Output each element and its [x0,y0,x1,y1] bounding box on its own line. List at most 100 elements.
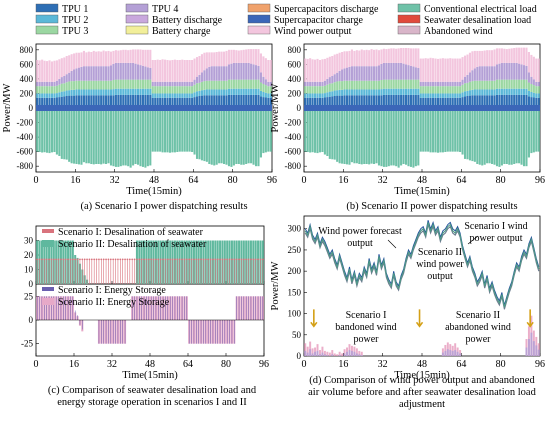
legend-swatch [247,25,271,35]
bar-segment [397,48,400,63]
bar-segment [513,48,516,63]
bar-segment [493,80,496,90]
bar-segment [449,97,452,108]
bar-segment [503,79,506,89]
bar-segment [432,93,435,98]
bar-segment [55,97,58,108]
load-bar [127,108,130,167]
bar-segment [353,80,356,90]
bar-segment [80,95,83,108]
bar-segment [213,95,216,108]
bar-segment [537,81,540,87]
desalination-point-s1 [216,258,219,261]
bar-segment [476,89,479,96]
desalination-point-s1 [131,258,134,261]
bar-segment [348,89,351,96]
bar-segment [446,58,449,82]
bar-segment [50,86,54,94]
bar-segment [505,94,508,108]
bar-segment [259,53,262,73]
load-bar [245,108,248,164]
legend-label: Scenario I: Desalination of seawater [58,227,204,238]
bar-segment [75,80,78,90]
bar-segment [333,96,336,108]
bar-segment [154,97,157,108]
load-bar [188,108,191,152]
bar-segment [181,93,184,98]
bar-segment [355,80,358,90]
bar-segment [85,52,88,67]
bar-segment [200,54,203,73]
bar-segment [36,60,39,82]
bar-segment [107,50,110,67]
bar-segment [149,49,152,68]
bar-segment [419,97,422,108]
bar-segment [46,86,49,94]
desalination-point-s1 [245,258,248,261]
y-tick-label: -400 [285,132,302,142]
bar-segment [341,81,344,90]
desalination-point-s1 [197,258,200,261]
load-bar [139,108,142,167]
zero-band [304,105,540,111]
bar-segment [341,52,344,70]
bar-segment [488,80,491,90]
bar-segment [257,88,260,95]
bar-segment [191,86,194,94]
desalination-point-s1 [209,258,212,261]
bar-segment [227,64,231,80]
bar-segment [336,53,339,73]
load-bar [461,108,464,155]
bar-segment [267,93,270,98]
bar-segment [404,94,408,108]
bar-segment [449,81,452,87]
load-bar [46,108,49,153]
desalination-point-s1 [76,258,79,261]
bar-segment [483,95,486,108]
bar-segment [139,49,142,66]
bar-segment [434,93,437,98]
legend-label: TPU 4 [152,4,178,15]
bar-segment [188,60,191,82]
bar-segment [503,62,506,80]
bar-segment [446,81,449,87]
bar-segment [306,86,309,94]
wind-series-line [304,224,540,310]
desalination-point-s1 [86,258,88,261]
abandoned-wind-bar [441,352,444,356]
legend-label: Battery discharge [152,15,223,26]
bar-segment [161,86,164,94]
bar-segment [124,49,127,63]
bar-segment [95,89,98,96]
bar-segment [493,49,496,67]
bar-segment [107,95,110,108]
desalination-point-s1 [188,258,191,261]
bar-segment [345,67,349,81]
bar-segment [427,58,430,82]
bar-segment [522,88,526,95]
load-bar [164,108,167,153]
bar-segment [373,89,376,96]
bar-segment [345,51,349,68]
bar-segment [522,47,526,66]
bar-segment [173,97,176,108]
bar-segment [97,80,100,90]
bar-segment [80,66,83,81]
bar-segment [417,48,420,68]
bar-segment [92,95,95,108]
load-bar [345,108,349,165]
desalination-point-s1 [79,258,81,261]
bar-segment [365,89,368,96]
abandoned-wind-bar [358,350,361,356]
y-tick-label: -600 [285,147,302,157]
load-bar [100,108,103,165]
bar-segment [336,90,339,96]
bar-segment [112,95,115,108]
bar-segment [446,86,449,94]
bar-segment [466,96,469,108]
bar-segment [136,79,140,89]
bar-segment [520,64,523,80]
bar-segment [500,94,503,108]
bar-segment [508,88,511,95]
